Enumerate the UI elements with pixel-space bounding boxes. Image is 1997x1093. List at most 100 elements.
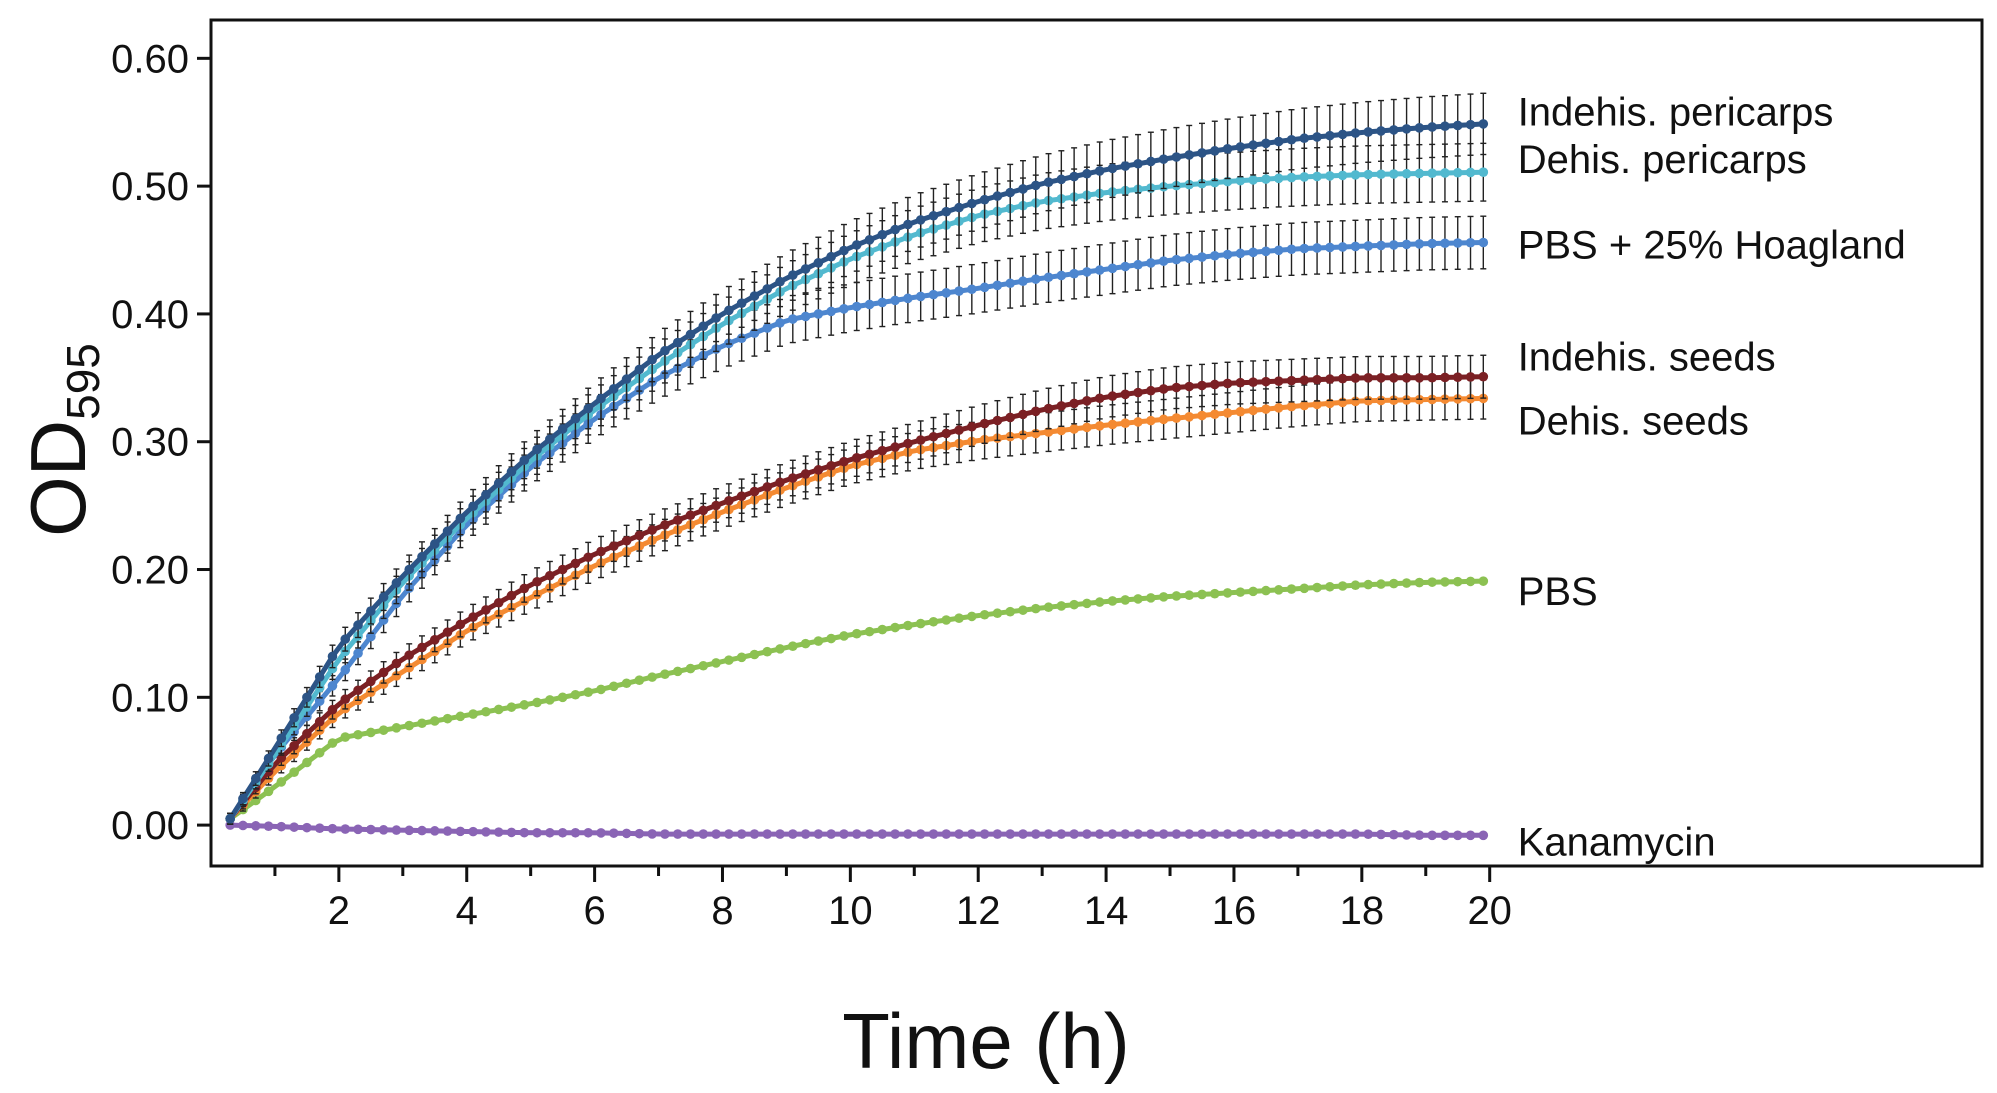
data-point: [1363, 579, 1374, 590]
data-point: [890, 295, 900, 306]
data-point: [647, 525, 657, 535]
data-point: [979, 282, 990, 293]
data-point: [851, 240, 862, 250]
data-point: [289, 740, 299, 751]
data-point: [724, 829, 734, 839]
data-point: [1248, 405, 1258, 416]
data-point: [429, 539, 440, 549]
data-point: [289, 822, 299, 832]
data-point: [1299, 829, 1310, 839]
data-point: [1056, 601, 1067, 611]
series-kanamycin: [225, 820, 1489, 841]
data-point: [1248, 377, 1258, 387]
data-point: [1440, 121, 1450, 131]
data-point: [1414, 123, 1425, 133]
data-point: [736, 652, 747, 663]
series-indehis-pericarps: [225, 92, 1489, 825]
data-point: [1299, 243, 1310, 254]
data-point: [1082, 598, 1092, 609]
data-point: [1478, 576, 1489, 586]
data-point: [1043, 427, 1054, 437]
data-point: [1235, 587, 1246, 597]
data-point: [1056, 425, 1067, 436]
data-point: [276, 821, 287, 832]
data-point: [1146, 829, 1156, 839]
data-point: [1171, 254, 1182, 265]
data-point: [1325, 374, 1335, 384]
data-point: [391, 723, 402, 733]
x-tick-label: 2: [328, 889, 350, 933]
data-point: [1299, 375, 1310, 385]
data-point: [621, 535, 632, 546]
data-point: [1197, 380, 1207, 391]
data-point: [1184, 412, 1195, 422]
data-point: [1133, 829, 1143, 839]
data-point: [302, 822, 312, 833]
series-pbs: [225, 576, 1489, 824]
data-point: [1312, 582, 1322, 593]
data-point: [353, 648, 363, 659]
data-point: [519, 583, 530, 594]
y-tick-label: 0.50: [111, 165, 189, 209]
data-point: [1312, 132, 1322, 142]
data-point: [1107, 163, 1118, 174]
data-point: [1030, 274, 1041, 284]
data-point: [1094, 393, 1105, 404]
data-point: [417, 551, 427, 562]
data-point: [570, 827, 581, 838]
data-point: [621, 828, 632, 839]
data-point: [1401, 830, 1412, 840]
data-point: [1363, 373, 1374, 383]
data-point: [660, 520, 670, 530]
y-tick-label: 0.10: [111, 676, 189, 720]
x-tick-label: 16: [1212, 889, 1257, 933]
data-point: [864, 235, 875, 245]
data-point: [954, 613, 964, 624]
data-point: [1133, 158, 1143, 169]
data-point: [1209, 379, 1220, 390]
data-point: [915, 215, 926, 225]
data-point: [557, 564, 568, 575]
data-point: [1184, 150, 1195, 160]
data-point: [493, 704, 504, 715]
data-point: [378, 725, 389, 735]
y-tick-label: 0.40: [111, 293, 189, 337]
data-point: [928, 616, 939, 627]
data-point: [1325, 581, 1335, 592]
data-point: [532, 444, 542, 455]
data-point: [608, 541, 619, 551]
data-point: [660, 829, 670, 839]
data-point: [800, 311, 811, 322]
series-label: Indehis. seeds: [1518, 336, 1776, 380]
data-point: [1273, 376, 1284, 386]
data-point: [967, 611, 977, 622]
x-tick-label: 6: [583, 889, 605, 933]
data-point: [1184, 829, 1195, 839]
data-point: [583, 827, 594, 838]
data-point: [864, 299, 875, 310]
data-point: [1465, 830, 1476, 841]
series-label: Dehis. pericarps: [1518, 138, 1807, 182]
data-point: [775, 477, 785, 488]
data-point: [1286, 244, 1297, 255]
data-point: [404, 662, 414, 673]
data-point: [749, 291, 760, 301]
data-point: [391, 658, 402, 669]
data-point: [1478, 237, 1489, 248]
data-point: [736, 829, 747, 839]
data-point: [775, 318, 785, 328]
data-point: [545, 695, 555, 705]
data-point: [826, 306, 836, 317]
data-point: [903, 293, 913, 304]
data-point: [302, 728, 312, 739]
data-point: [1209, 146, 1220, 156]
data-point: [353, 729, 363, 740]
data-point: [634, 530, 645, 541]
series-label: Indehis. pericarps: [1518, 91, 1834, 135]
y-axis-title: OD595: [14, 343, 109, 537]
data-point: [1376, 829, 1386, 840]
data-point: [545, 570, 555, 581]
data-point: [1376, 240, 1386, 251]
data-point: [481, 827, 491, 837]
data-point: [1005, 606, 1015, 617]
